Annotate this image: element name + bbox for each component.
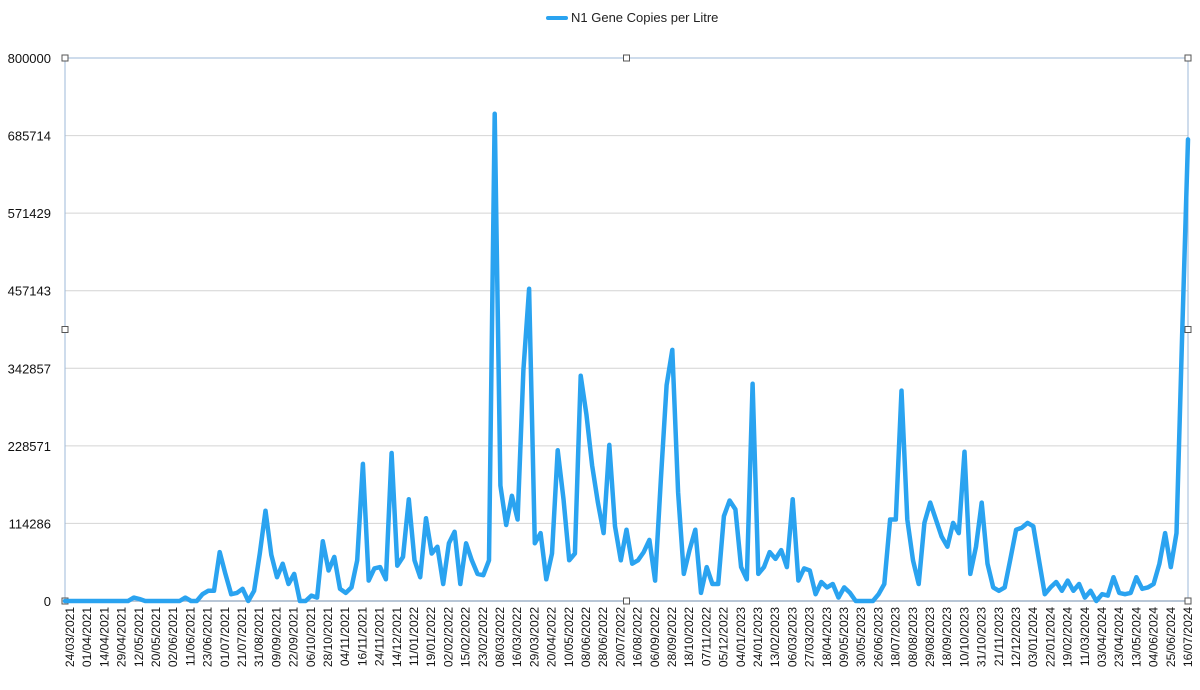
x-tick-label: 28/09/2022 bbox=[665, 607, 679, 667]
x-tick-label: 29/08/2023 bbox=[923, 607, 937, 667]
x-tick-label: 11/06/2021 bbox=[183, 607, 197, 666]
resize-handle[interactable] bbox=[61, 326, 69, 333]
x-tick-label: 04/01/2023 bbox=[734, 607, 748, 667]
x-tick-label: 11/01/2022 bbox=[407, 607, 421, 666]
y-tick-label: 800000 bbox=[8, 51, 51, 66]
plot-area-border bbox=[64, 57, 1189, 602]
y-tick-label: 114286 bbox=[9, 516, 51, 531]
x-tick-label: 24/01/2023 bbox=[751, 607, 765, 667]
x-tick-label: 23/02/2022 bbox=[476, 607, 490, 667]
x-tick-label: 22/09/2021 bbox=[287, 607, 301, 667]
x-tick-label: 24/03/2021 bbox=[63, 607, 77, 667]
x-tick-label: 02/06/2021 bbox=[166, 607, 180, 667]
x-tick-label: 21/07/2021 bbox=[235, 607, 249, 667]
x-tick-label: 05/12/2022 bbox=[717, 607, 731, 667]
x-tick-label: 14/04/2021 bbox=[97, 607, 111, 667]
x-tick-label: 18/09/2023 bbox=[940, 607, 954, 667]
x-tick-label: 13/02/2023 bbox=[768, 607, 782, 667]
x-tick-label: 08/06/2022 bbox=[579, 607, 593, 667]
x-tick-label: 15/02/2022 bbox=[459, 607, 473, 667]
x-tick-label: 20/05/2021 bbox=[149, 607, 163, 667]
x-tick-label: 28/06/2022 bbox=[596, 607, 610, 667]
y-tick-label: 457143 bbox=[8, 284, 51, 299]
x-axis: 24/03/2021 01/04/2021 14/04/2021 29/04/2021… bbox=[63, 607, 1195, 667]
x-tick-label: 03/04/2024 bbox=[1095, 607, 1109, 667]
resize-handle[interactable] bbox=[623, 54, 630, 62]
x-tick-label: 04/11/2021 bbox=[338, 607, 352, 666]
y-tick-label: 342857 bbox=[8, 361, 51, 376]
x-tick-label: 04/06/2024 bbox=[1147, 607, 1161, 667]
x-tick-label: 10/10/2023 bbox=[957, 607, 971, 667]
x-tick-label: 19/01/2022 bbox=[424, 607, 438, 667]
x-tick-label: 18/04/2023 bbox=[820, 607, 834, 667]
x-tick-label: 02/02/2022 bbox=[441, 607, 455, 667]
x-tick-label: 23/04/2024 bbox=[1112, 607, 1126, 667]
x-tick-label: 27/03/2023 bbox=[803, 607, 817, 667]
x-tick-label: 08/08/2023 bbox=[906, 607, 920, 667]
y-tick-label: 685714 bbox=[8, 129, 51, 144]
x-tick-label: 24/11/2021 bbox=[373, 607, 387, 666]
x-tick-label: 16/08/2022 bbox=[631, 607, 645, 667]
x-tick-label: 18/07/2023 bbox=[889, 607, 903, 667]
legend-label: N1 Gene Copies per Litre bbox=[571, 10, 718, 25]
x-tick-label: 26/06/2023 bbox=[871, 607, 885, 667]
x-tick-label: 13/05/2024 bbox=[1129, 607, 1143, 667]
x-tick-label: 20/07/2022 bbox=[613, 607, 627, 667]
legend: N1 Gene Copies per Litre bbox=[546, 10, 718, 25]
x-tick-label: 16/03/2022 bbox=[510, 607, 524, 667]
x-tick-label: 16/11/2021 bbox=[355, 607, 369, 666]
y-tick-label: 571429 bbox=[8, 206, 51, 221]
x-tick-label: 06/10/2021 bbox=[304, 607, 318, 667]
x-tick-label: 06/03/2023 bbox=[785, 607, 799, 667]
series-layer bbox=[62, 111, 1191, 604]
x-tick-label: 22/01/2024 bbox=[1043, 607, 1057, 667]
x-tick-label: 31/08/2021 bbox=[252, 607, 266, 667]
x-tick-label: 29/03/2022 bbox=[527, 607, 541, 667]
x-tick-label: 12/12/2023 bbox=[1009, 607, 1023, 667]
x-tick-label: 31/10/2023 bbox=[975, 607, 989, 667]
x-tick-label: 28/10/2021 bbox=[321, 607, 335, 667]
x-tick-label: 07/11/2022 bbox=[699, 607, 713, 666]
x-tick-label: 18/10/2022 bbox=[682, 607, 696, 667]
resize-handle[interactable] bbox=[623, 597, 630, 605]
resize-handle[interactable] bbox=[1184, 326, 1192, 333]
gridlines bbox=[65, 57, 1188, 602]
resize-handle[interactable] bbox=[1184, 597, 1192, 605]
resize-handle[interactable] bbox=[1184, 54, 1192, 62]
x-tick-label: 03/01/2024 bbox=[1026, 607, 1040, 667]
x-tick-label: 16/07/2024 bbox=[1181, 607, 1195, 667]
x-tick-label: 08/03/2022 bbox=[493, 607, 507, 667]
plot-frame bbox=[61, 54, 1192, 605]
series-line-n1-gene-copies bbox=[62, 111, 1191, 604]
x-tick-label: 06/09/2022 bbox=[648, 607, 662, 667]
x-tick-label: 10/05/2022 bbox=[562, 607, 576, 667]
x-tick-label: 30/05/2023 bbox=[854, 607, 868, 667]
x-tick-label: 14/12/2021 bbox=[390, 607, 404, 667]
x-tick-label: 12/05/2021 bbox=[132, 607, 146, 667]
y-tick-label: 228571 bbox=[8, 439, 51, 454]
x-tick-label: 29/04/2021 bbox=[115, 607, 129, 667]
x-tick-label: 23/06/2021 bbox=[201, 607, 215, 667]
x-tick-label: 19/02/2024 bbox=[1061, 607, 1075, 667]
y-tick-label: 0 bbox=[44, 594, 51, 609]
x-tick-label: 21/11/2023 bbox=[992, 607, 1006, 666]
x-tick-label: 11/03/2024 bbox=[1078, 607, 1092, 666]
x-tick-label: 20/04/2022 bbox=[545, 607, 559, 667]
x-tick-label: 01/04/2021 bbox=[80, 607, 94, 667]
x-tick-label: 25/06/2024 bbox=[1164, 607, 1178, 667]
y-axis: 0 114286 228571 342857 457143 571429 685714 800… bbox=[8, 51, 51, 609]
x-tick-label: 09/05/2023 bbox=[837, 607, 851, 667]
x-tick-label: 09/09/2021 bbox=[269, 607, 283, 667]
resize-handle[interactable] bbox=[61, 54, 69, 62]
x-tick-label: 01/07/2021 bbox=[218, 607, 232, 667]
